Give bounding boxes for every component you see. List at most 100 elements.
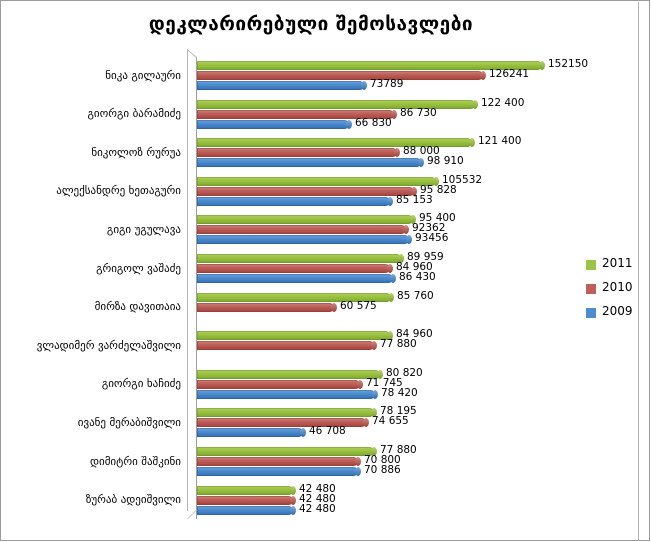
bar-end-cap <box>371 408 377 418</box>
bar-2010[interactable] <box>197 379 363 389</box>
bar-2009[interactable] <box>197 119 352 129</box>
bar-2011[interactable] <box>197 485 296 495</box>
bar-end-cap <box>469 138 475 148</box>
category-label: გიორგი ხაჩიძე <box>101 377 181 391</box>
bar-value-label: 77 880 <box>380 338 417 351</box>
chart-title: დეკლარირებული შემოსავლები <box>148 13 474 35</box>
category-label: ნიკა გილაური <box>105 68 181 82</box>
chart-legend: 2011 2010 2009 <box>586 256 636 328</box>
bar-2009[interactable] <box>197 389 378 399</box>
bar-end-cap <box>363 418 369 428</box>
bar-2010[interactable] <box>197 457 361 466</box>
bar-end-cap <box>387 264 393 273</box>
bar-2011[interactable] <box>197 99 478 109</box>
bar-row: 66 830 <box>197 116 617 129</box>
bar-end-cap <box>361 81 367 90</box>
bar-2010[interactable] <box>197 264 393 273</box>
bar-2010[interactable] <box>197 225 409 235</box>
bar-2010[interactable] <box>197 148 400 158</box>
bar-value-label: 80 820 <box>386 366 423 379</box>
bar-2011[interactable] <box>197 331 393 341</box>
category-label: ვლადიმერ ვარძელაშვილი <box>36 338 181 352</box>
category-label: მირზა დავითაია <box>94 300 181 314</box>
bar-2009[interactable] <box>197 467 361 476</box>
bar-row: 152150 <box>197 58 617 70</box>
bar-value-label: 126241 <box>489 68 530 80</box>
bar-2011[interactable] <box>197 138 475 148</box>
bar-2009[interactable] <box>197 505 296 515</box>
bar-row: 121 400 <box>197 135 617 148</box>
bar-2010[interactable] <box>197 302 337 312</box>
bar-end-cap <box>355 457 361 466</box>
bar-2010[interactable] <box>197 109 397 119</box>
bar-2011[interactable] <box>197 254 404 263</box>
bar-2011[interactable] <box>197 176 439 186</box>
bar-2011[interactable] <box>197 61 545 70</box>
bar-2009[interactable] <box>197 196 393 206</box>
bar-end-cap <box>346 119 352 129</box>
bar-value-label: 74 655 <box>372 415 409 428</box>
bar-row: 86 730 <box>197 106 617 119</box>
bar-row: 86 430 <box>197 271 617 283</box>
bar-end-cap <box>377 369 383 379</box>
bar-2010[interactable] <box>197 341 377 351</box>
bar-row: 42 480 <box>197 503 617 515</box>
bar-row: 46 708 <box>197 425 617 438</box>
bar-value-label: 78 420 <box>381 386 418 399</box>
category-label: გრიგოლ ვაშაძე <box>96 261 181 275</box>
bar-2011[interactable] <box>197 215 416 225</box>
bar-row: 71 745 <box>197 377 617 389</box>
bar-2010[interactable] <box>197 418 369 428</box>
bar-value-label: 60 575 <box>340 299 377 312</box>
bar-2010[interactable] <box>197 495 296 505</box>
bar-row: 93456 <box>197 232 617 245</box>
legend-label: 2010 <box>602 280 633 294</box>
bar-value-label: 95 400 <box>419 212 456 225</box>
category-label: გიგი უგულავა <box>106 222 181 236</box>
bar-row: 78 420 <box>197 386 617 399</box>
bar-value-label: 122 400 <box>481 96 525 109</box>
bar-end-cap <box>371 341 377 351</box>
bar-value-label: 98 910 <box>427 155 464 168</box>
bar-end-cap <box>539 61 545 70</box>
axis-wall-top-face <box>187 49 197 58</box>
legend-item-2011[interactable]: 2011 <box>586 256 636 280</box>
bar-2011[interactable] <box>197 369 383 379</box>
bar-value-label: 85 153 <box>396 193 433 206</box>
bar-value-label: 95 828 <box>420 183 457 196</box>
legend-swatch-icon <box>586 260 596 270</box>
bar-row: 122 400 <box>197 96 617 109</box>
legend-separator <box>638 2 639 541</box>
bar-value-label: 66 830 <box>355 116 392 129</box>
bar-value-label: 84 960 <box>396 328 433 341</box>
bar-value-label: 93456 <box>415 232 449 245</box>
bar-end-cap <box>398 254 404 263</box>
bar-row: 78 195 <box>197 405 617 418</box>
bar-end-cap <box>388 292 394 302</box>
bar-2009[interactable] <box>197 158 424 168</box>
bar-value-label: 42 480 <box>299 492 336 505</box>
bar-2009[interactable] <box>197 274 396 283</box>
category-label: ივანე მერაბიშვილი <box>77 415 181 429</box>
bar-end-cap <box>406 235 412 245</box>
legend-item-2009[interactable]: 2009 <box>586 304 636 328</box>
bar-end-cap <box>290 495 296 505</box>
bar-2011[interactable] <box>197 292 394 302</box>
bar-2011[interactable] <box>197 408 377 418</box>
bar-2010[interactable] <box>197 186 417 196</box>
bar-2009[interactable] <box>197 81 367 90</box>
bar-value-label: 70 800 <box>364 454 401 466</box>
bar-value-label: 86 730 <box>400 106 437 119</box>
bar-2010[interactable] <box>197 71 486 80</box>
bar-end-cap <box>372 389 378 399</box>
bar-end-cap <box>390 274 396 283</box>
bar-2009[interactable] <box>197 235 412 245</box>
bar-2011[interactable] <box>197 447 377 456</box>
bar-value-label: 70 886 <box>364 464 401 476</box>
bar-2009[interactable] <box>197 428 306 438</box>
bar-row: 42 480 <box>197 483 617 495</box>
bar-end-cap <box>331 302 337 312</box>
bar-end-cap <box>387 331 393 341</box>
legend-item-2010[interactable]: 2010 <box>586 280 636 304</box>
